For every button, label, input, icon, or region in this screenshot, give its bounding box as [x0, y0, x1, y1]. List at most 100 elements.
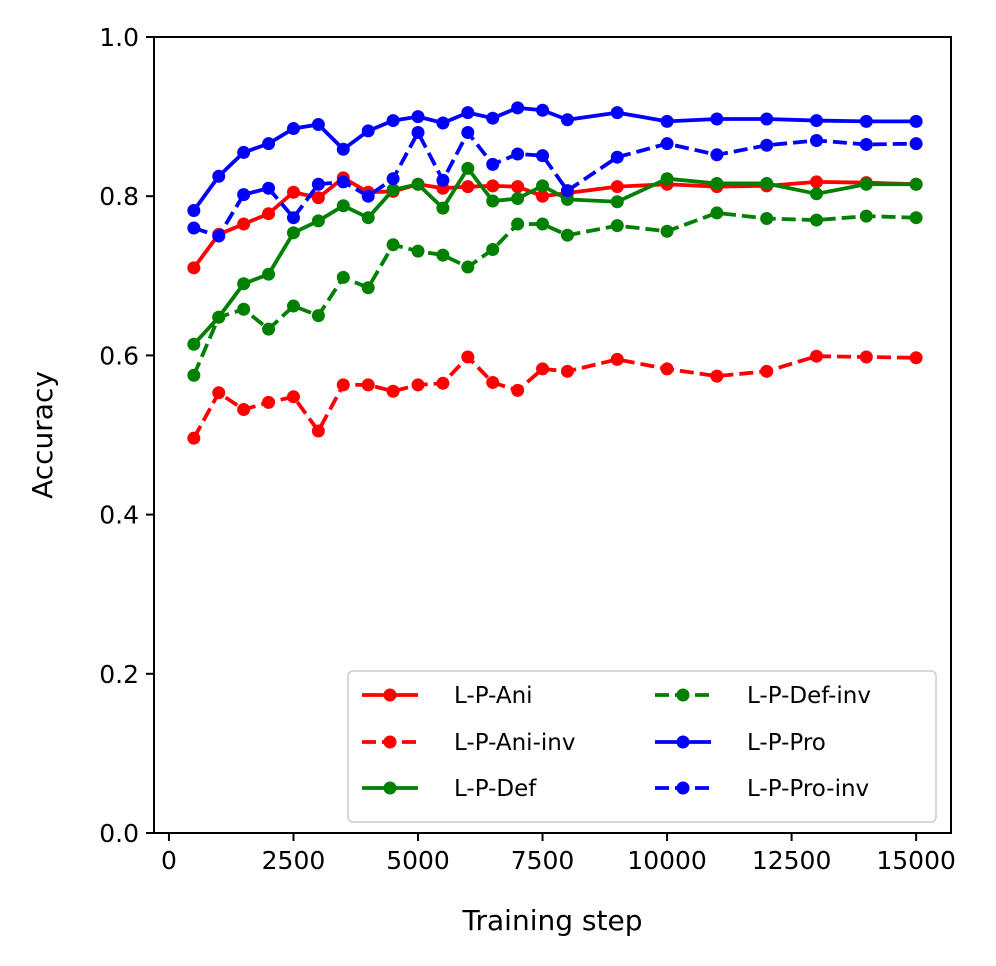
data-point: [536, 189, 550, 203]
data-point: [361, 124, 375, 138]
series-l-p-def: [187, 161, 923, 351]
data-point: [536, 362, 550, 376]
data-point: [286, 390, 300, 404]
y-tick-label: 0.4: [99, 501, 139, 530]
legend-label: L-P-Ani: [454, 683, 533, 709]
data-point: [810, 133, 824, 147]
data-point: [560, 228, 574, 242]
data-point: [436, 201, 450, 215]
legend-entry: L-P-Pro: [655, 730, 826, 756]
data-point: [461, 126, 475, 140]
data-point: [386, 183, 400, 197]
data-point: [237, 277, 251, 291]
x-axis-label: Training step: [462, 904, 643, 937]
legend-box: [347, 670, 937, 823]
data-point: [859, 350, 873, 364]
data-point: [859, 114, 873, 128]
data-point: [486, 157, 500, 171]
x-tick-label: 10000: [627, 846, 707, 875]
data-point: [286, 185, 300, 199]
data-point: [810, 187, 824, 201]
x-tick-label: 0: [161, 846, 177, 875]
data-point: [311, 191, 325, 205]
series-l-p-def-inv: [187, 206, 923, 382]
data-point: [286, 211, 300, 225]
data-point: [461, 180, 475, 194]
data-point: [859, 177, 873, 191]
data-point: [336, 142, 350, 156]
data-point: [237, 302, 251, 316]
y-tick-label: 0.6: [99, 341, 139, 370]
data-point: [810, 349, 824, 363]
data-point: [187, 204, 201, 218]
data-point: [386, 384, 400, 398]
series-l-p-pro: [187, 101, 923, 218]
legend-marker: [676, 688, 690, 702]
data-point: [187, 431, 201, 445]
data-point: [536, 217, 550, 231]
y-tick-label: 0.2: [99, 660, 139, 689]
data-point: [461, 106, 475, 120]
legend-label: L-P-Def: [454, 776, 537, 802]
series-layer: [187, 101, 923, 445]
data-point: [486, 375, 500, 389]
data-point: [610, 219, 624, 233]
data-point: [909, 211, 923, 225]
data-point: [361, 211, 375, 225]
legend-entry: L-P-Def-inv: [655, 683, 871, 709]
data-point: [710, 369, 724, 383]
data-point: [212, 310, 226, 324]
legend: L-P-Ani L-P-Ani-inv L-P-Def L-P-Def-inv L-P-…: [347, 670, 937, 823]
data-point: [486, 179, 500, 193]
data-point: [511, 383, 525, 397]
legend-marker: [676, 735, 690, 749]
data-point: [610, 352, 624, 366]
data-point: [311, 118, 325, 132]
x-tick-label: 2500: [262, 846, 326, 875]
legend-entry: L-P-Def: [362, 776, 537, 802]
data-point: [187, 368, 201, 382]
data-point: [187, 261, 201, 275]
data-point: [810, 213, 824, 227]
data-point: [660, 224, 674, 238]
data-point: [411, 126, 425, 140]
axes-layer: 0 2500 5000 7500 10000 12500 15000 0.0 0.2 0.4 0.6…: [99, 23, 956, 875]
data-point: [560, 184, 574, 198]
data-point: [486, 111, 500, 125]
data-point: [311, 214, 325, 228]
data-point: [710, 148, 724, 162]
y-tick-label: 1.0: [99, 23, 139, 52]
data-point: [262, 137, 276, 151]
data-point: [536, 103, 550, 117]
data-point: [411, 177, 425, 191]
data-point: [262, 181, 276, 195]
data-point: [311, 424, 325, 438]
data-point: [262, 267, 276, 281]
data-point: [486, 243, 500, 257]
data-point: [760, 176, 774, 190]
x-tick-label: 12500: [752, 846, 832, 875]
data-point: [511, 101, 525, 115]
data-point: [760, 211, 774, 225]
data-point: [187, 221, 201, 235]
data-point: [461, 260, 475, 274]
data-point: [560, 113, 574, 127]
data-point: [610, 150, 624, 164]
x-tick-label: 15000: [876, 846, 956, 875]
legend-marker: [383, 781, 397, 795]
data-point: [610, 106, 624, 120]
data-point: [237, 188, 251, 202]
data-point: [461, 350, 475, 364]
data-point: [660, 362, 674, 376]
data-point: [237, 145, 251, 159]
data-point: [610, 180, 624, 194]
data-point: [237, 403, 251, 417]
data-point: [262, 395, 276, 409]
data-point: [411, 244, 425, 258]
data-point: [760, 112, 774, 126]
data-point: [286, 122, 300, 136]
data-point: [237, 217, 251, 231]
data-point: [361, 189, 375, 203]
data-point: [336, 199, 350, 213]
